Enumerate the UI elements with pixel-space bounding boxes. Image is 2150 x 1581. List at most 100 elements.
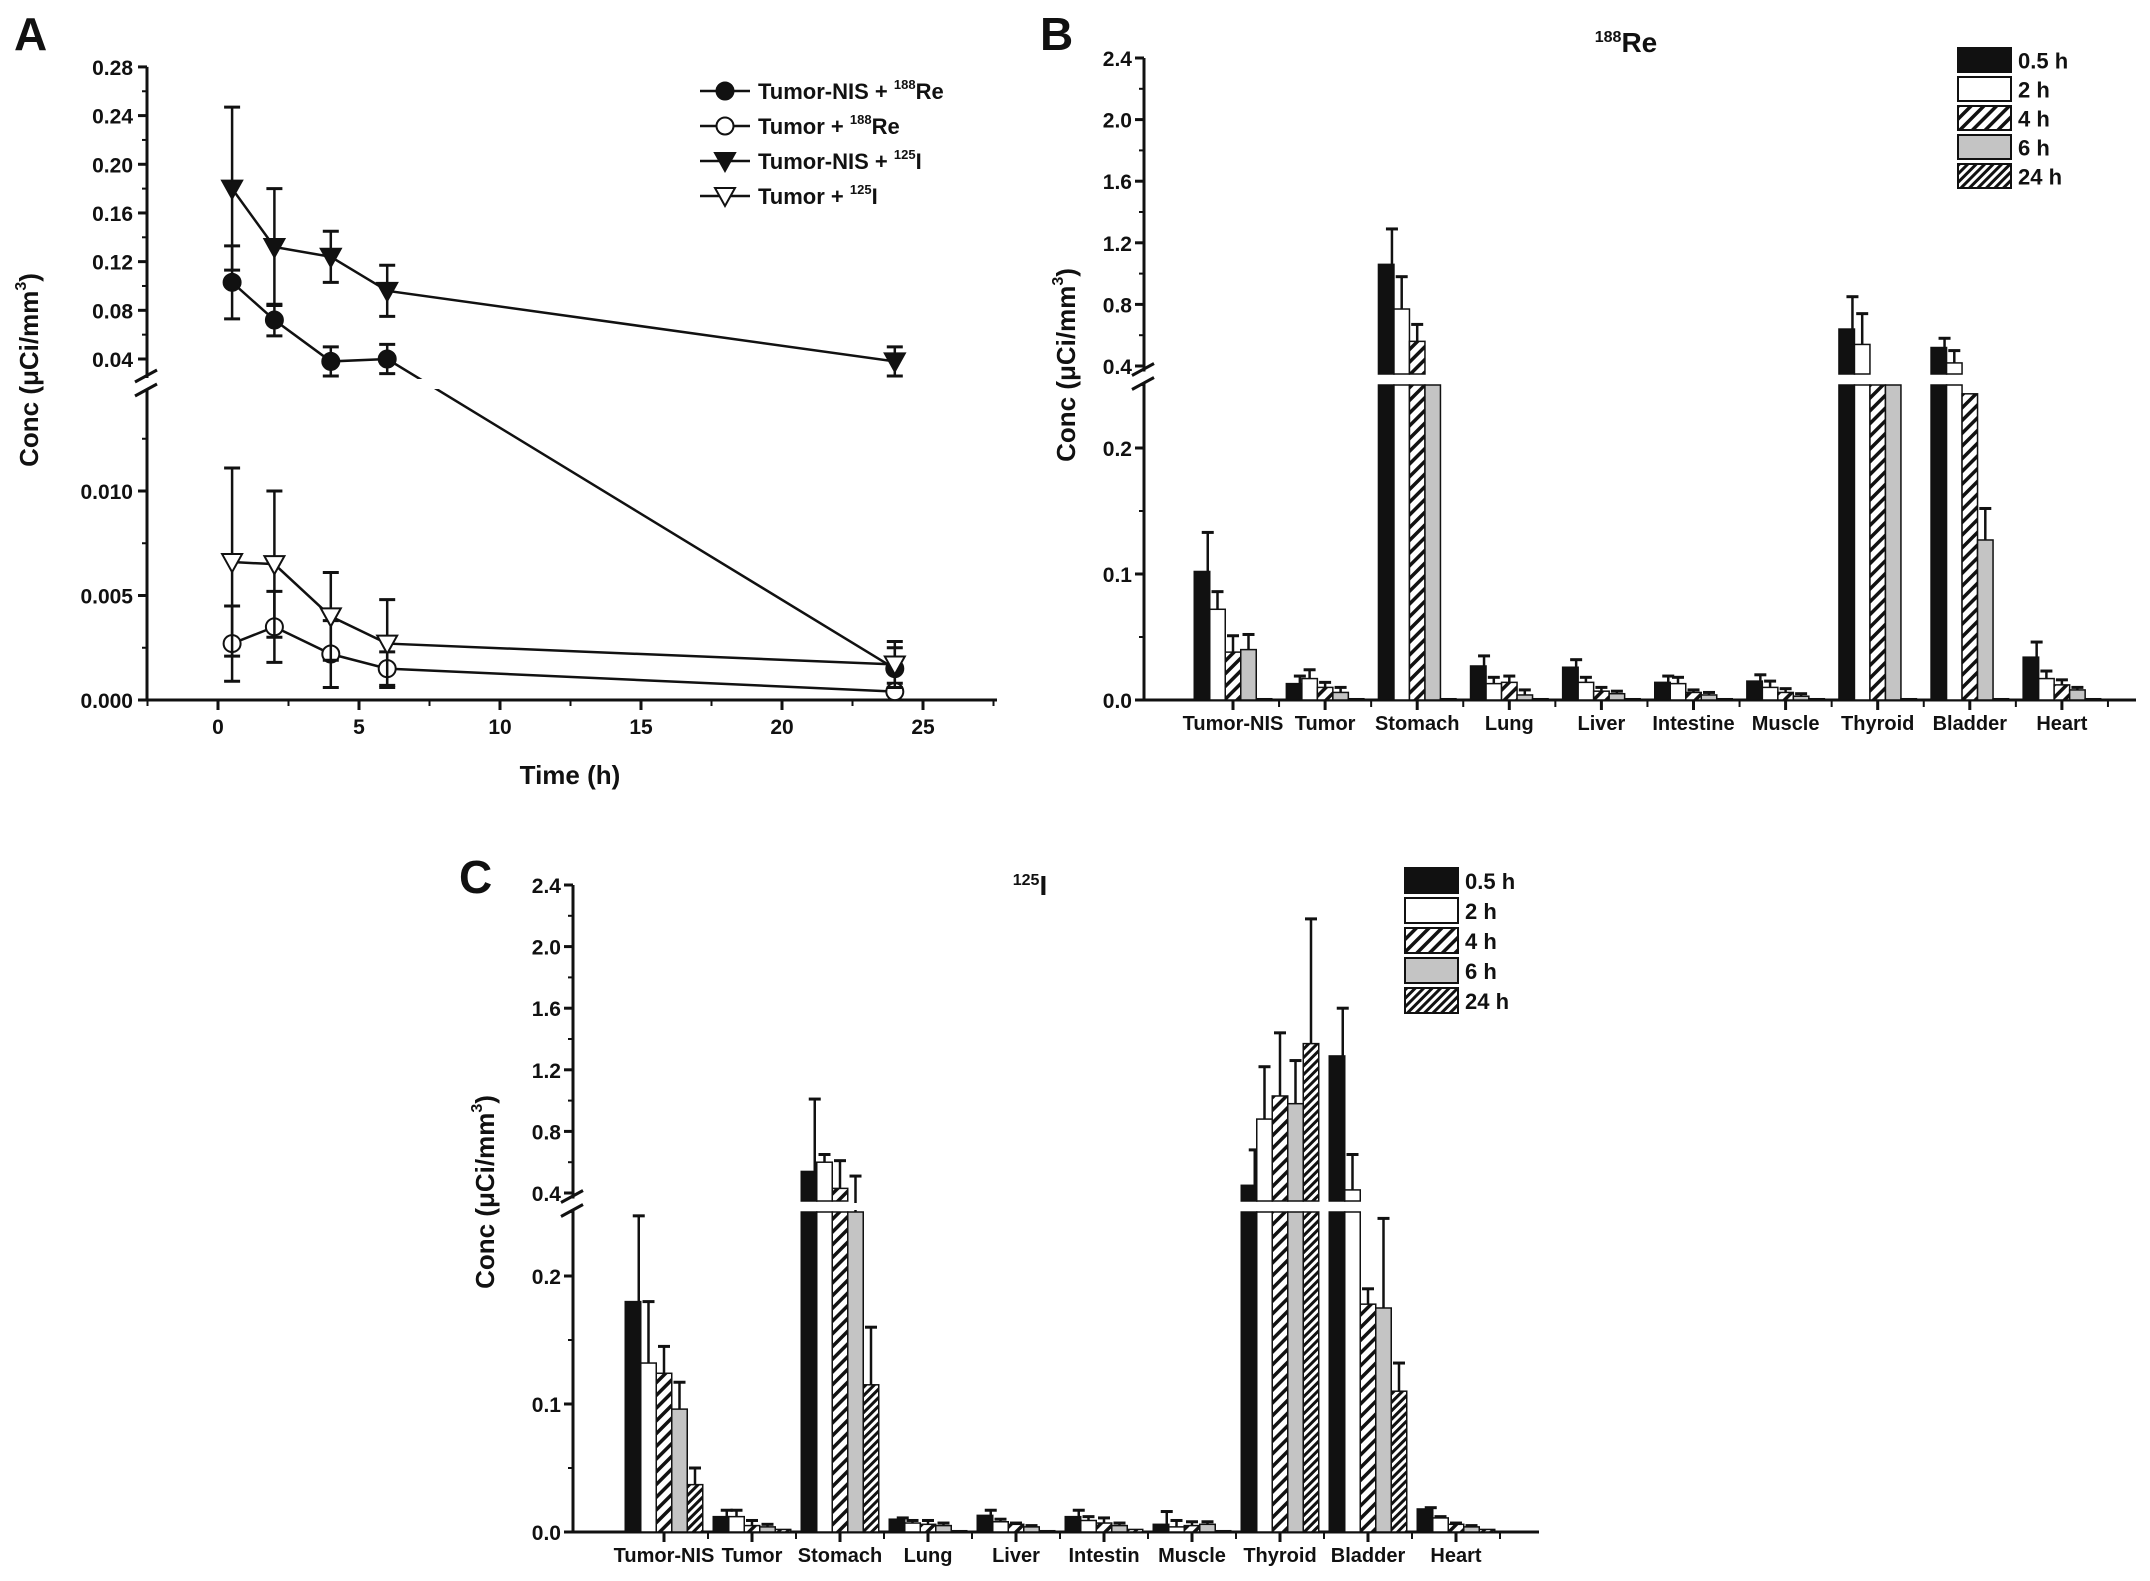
bar-upper-segment [1838,328,1856,375]
bar [728,1515,745,1533]
legend-label: Tumor + 125I [758,182,878,209]
y-axis-label-sup: 3 [469,1104,486,1113]
legend-label: 2 h [2018,78,2050,103]
legend-label-element: I [916,149,922,174]
bar [1080,1519,1097,1533]
x-tick-label: 10 [488,716,511,739]
y-tick-label: 0.0 [532,1522,561,1545]
bar-group-heart [1416,1506,1496,1533]
legend-swatch [1404,867,1459,894]
bar [1516,694,1534,701]
bar [1255,697,1273,701]
chart-title-element: I [1039,870,1047,901]
marker-filled-triangle-down [375,281,399,303]
y-tick-label: 1.2 [1103,233,1132,256]
bar [1469,665,1487,701]
y-axis-label-main: Conc (μCi/mm [1051,286,1081,462]
bar [1332,691,1350,701]
bar [1023,1526,1040,1533]
x-tick-label: Liver [992,1545,1040,1567]
bar-upper-segment [1271,1095,1289,1202]
bar [2068,689,2086,701]
bar [1111,1524,1128,1533]
y-tick-label: 0.4 [532,1183,562,1206]
panel-label: B [1040,8,1073,60]
bar-upper-segment [1945,362,1963,375]
legend-label-element: Re [872,114,900,139]
bar [1792,695,1810,701]
x-tick-label: Thyroid [1243,1545,1316,1567]
series-2 [220,105,907,378]
legend-label: Tumor-NIS + 125I [758,147,922,174]
bar [1716,697,1733,701]
bar [800,1211,818,1533]
legend-label-prefix: Tumor + [758,114,850,139]
legend-label-mass: 125 [894,147,916,162]
axis-break-band [149,379,999,389]
bar [1214,1529,1232,1533]
bar [1992,697,2010,701]
bar [1375,1307,1392,1533]
bar [1199,1523,1216,1533]
bar [1478,1528,1496,1533]
x-tick-label: 5 [353,716,365,739]
x-tick-label: Stomach [798,1545,882,1567]
marker-open-triangle-down [883,655,907,677]
legend-label-prefix: Tumor + [758,184,850,209]
legend-swatch [1957,134,2012,160]
bar-group-stomach [1377,227,1457,701]
bar-upper-segment [1377,263,1395,375]
x-tick-label: Intestin [1068,1545,1139,1567]
axis-break-mark [1131,376,1155,391]
bar [1623,697,1641,701]
marker-filled-triangle-down [319,247,343,269]
x-tick-label: Heart [2036,713,2087,735]
bar [1777,691,1795,701]
marker-open-circle [715,116,735,136]
bar-group-tumor [1285,668,1365,701]
bar-group-muscle [1152,1510,1232,1533]
bar-group-bladder [1930,336,2010,701]
bar [774,1528,792,1533]
bar-group-liver [976,1508,1056,1533]
bar-upper-segment [1930,346,1948,375]
legend-label-mass: 188 [894,77,916,92]
x-tick-label: Liver [1577,713,1625,735]
legend-swatch [1404,987,1459,1014]
bar-group-lung [888,1516,968,1533]
series-3 [220,466,907,689]
bar [1561,666,1579,701]
bar [1961,393,1979,701]
bar-group-tumor [712,1508,792,1533]
bar-group-tumor-nis [624,1214,704,1533]
bar [1976,539,1994,701]
bar-group-tumor-nis [1193,530,1273,701]
y-tick-label: 0.000 [80,690,133,713]
bar-upper-segment [1393,308,1411,375]
x-tick-label: Tumor [1295,713,1356,735]
bar [847,1211,864,1533]
bar [1838,384,1856,701]
legend-label: 4 h [1465,929,1497,954]
bar [759,1526,776,1533]
y-axis-label-sup: 3 [1050,277,1067,286]
bar [862,1384,880,1533]
bar [1256,1211,1273,1533]
bar [935,1524,952,1533]
bar-upper-segment [1287,1102,1304,1202]
bar [1463,1526,1480,1533]
bar-group-liver [1561,658,1641,701]
marker-filled-circle [321,351,341,371]
legend-label: Tumor + 188Re [758,112,900,139]
y-tick-label: 0.24 [92,106,133,129]
bar [1746,680,1764,701]
y-tick-label: 0.2 [1103,438,1132,461]
bar [1424,384,1442,701]
panel-label: C [459,851,492,903]
bar [1347,697,1365,701]
bar-upper-segment [1256,1118,1273,1202]
bar [1168,1526,1185,1533]
y-axis-label-sup: 3 [13,282,30,291]
bar [1869,384,1887,701]
